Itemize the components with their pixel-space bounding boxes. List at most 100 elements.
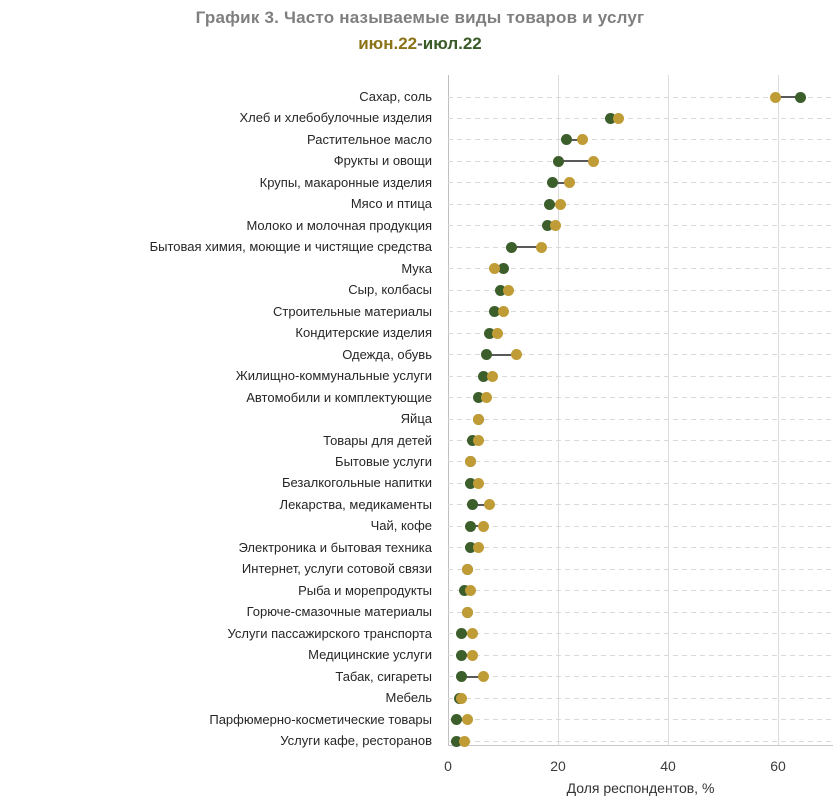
h-gridline bbox=[448, 117, 833, 119]
dot-july-22 bbox=[544, 198, 556, 210]
category-label: Жилищно-коммунальные услуги bbox=[235, 368, 432, 384]
v-gridline bbox=[558, 75, 559, 745]
dot-june-22 bbox=[577, 134, 589, 146]
h-gridline bbox=[448, 697, 833, 699]
dot-july-22 bbox=[450, 714, 462, 726]
category-label: Лекарства, медикаменты bbox=[279, 496, 432, 512]
dot-july-22 bbox=[464, 520, 476, 532]
h-gridline bbox=[448, 504, 833, 506]
dot-june-22 bbox=[497, 306, 509, 318]
dot-july-22 bbox=[497, 263, 509, 275]
dot-june-22 bbox=[467, 649, 479, 661]
h-gridline bbox=[448, 633, 833, 635]
dot-june-22 bbox=[472, 477, 484, 489]
h-gridline bbox=[448, 246, 833, 248]
dot-june-22 bbox=[492, 327, 503, 339]
category-label: Безалкогольные напитки bbox=[281, 475, 432, 491]
category-label: Фрукты и овощи bbox=[333, 153, 432, 169]
dot-june-22 bbox=[461, 606, 473, 618]
x-tick-label: 40 bbox=[660, 758, 676, 774]
category-label: Строительные материалы bbox=[273, 303, 432, 319]
h-gridline bbox=[448, 375, 833, 377]
dot-june-22 bbox=[613, 112, 624, 124]
legend-separator: - bbox=[417, 34, 423, 53]
category-label: Сыр, колбасы bbox=[348, 282, 432, 298]
dot-june-22 bbox=[588, 155, 600, 167]
dot-july-22 bbox=[483, 327, 495, 339]
h-gridline bbox=[448, 397, 833, 399]
dot-july-22 bbox=[464, 477, 476, 489]
dot-june-22 bbox=[481, 392, 492, 404]
category-label: Медицинские услуги bbox=[308, 647, 432, 663]
dot-july-22 bbox=[478, 370, 490, 382]
h-gridline bbox=[448, 654, 833, 656]
h-gridline bbox=[448, 611, 833, 613]
dot-june-22 bbox=[489, 263, 501, 275]
category-label: Услуги кафе, ресторанов bbox=[280, 733, 432, 749]
h-gridline bbox=[448, 440, 833, 442]
dot-june-22 bbox=[563, 177, 575, 189]
dot-june-22 bbox=[464, 585, 476, 597]
dot-june-22 bbox=[467, 628, 479, 640]
category-label: Кондитерские изделия bbox=[295, 325, 432, 341]
dot-june-22 bbox=[461, 714, 473, 726]
h-gridline bbox=[448, 289, 833, 291]
dot-june-22 bbox=[483, 499, 495, 511]
h-gridline bbox=[448, 203, 833, 205]
h-gridline bbox=[448, 719, 833, 721]
dot-july-22 bbox=[794, 91, 806, 103]
x-tick-label: 20 bbox=[550, 758, 566, 774]
x-axis-title: Доля респондентов, % bbox=[566, 780, 715, 796]
category-label: Растительное масло bbox=[306, 131, 432, 147]
dot-june-22 bbox=[503, 284, 514, 296]
category-label: Парфюмерно-косметические товары bbox=[209, 711, 432, 727]
category-label: Сахар, соль bbox=[359, 89, 432, 104]
category-label: Табак, сигареты bbox=[335, 668, 432, 684]
dot-june-22 bbox=[555, 198, 567, 210]
connector-line bbox=[486, 353, 517, 356]
h-gridline bbox=[448, 332, 833, 334]
category-label: Яйца bbox=[400, 411, 432, 427]
dot-june-22 bbox=[478, 520, 490, 532]
h-gridline bbox=[448, 418, 833, 420]
legend-june-22: июн.22 bbox=[358, 34, 418, 53]
connector-line bbox=[566, 138, 583, 141]
category-label: Бытовые услуги bbox=[335, 453, 432, 469]
h-gridline bbox=[448, 225, 833, 227]
x-axis-line bbox=[448, 745, 833, 746]
dot-june-22 bbox=[456, 692, 468, 704]
dot-june-22 bbox=[549, 220, 561, 232]
chart-title: График 3. Часто называемые виды товаров … bbox=[195, 8, 645, 27]
v-gridline bbox=[668, 75, 669, 745]
category-label: Автомобили и комплектующие bbox=[246, 389, 432, 405]
category-label: Интернет, услуги сотовой связи bbox=[241, 561, 432, 577]
connector-line bbox=[552, 181, 569, 184]
dot-june-22 bbox=[511, 349, 523, 361]
category-label: Молоко и молочная продукция bbox=[246, 217, 432, 233]
dot-june-22 bbox=[486, 370, 498, 382]
h-gridline bbox=[448, 96, 833, 98]
category-label: Мука bbox=[401, 260, 432, 276]
dot-june-22 bbox=[769, 91, 781, 103]
dot-july-22 bbox=[541, 220, 553, 232]
category-label: Хлеб и хлебобулочные изделия bbox=[239, 110, 432, 126]
h-gridline bbox=[448, 160, 833, 162]
category-label: Мебель bbox=[385, 690, 432, 706]
legend-july-22: июл.22 bbox=[422, 34, 482, 53]
dot-june-22 bbox=[472, 435, 484, 447]
dot-july-22 bbox=[552, 155, 564, 167]
dot-june-22 bbox=[472, 413, 484, 425]
x-tick-label: 0 bbox=[444, 758, 452, 774]
y-axis-line bbox=[448, 75, 449, 745]
category-label: Рыба и морепродукты bbox=[298, 582, 432, 598]
dot-july-22 bbox=[456, 671, 468, 683]
h-gridline bbox=[448, 354, 833, 356]
category-label: Крупы, макаронные изделия bbox=[259, 174, 432, 190]
dot-july-22 bbox=[450, 735, 462, 747]
dot-july-22 bbox=[481, 349, 492, 361]
h-gridline bbox=[448, 525, 833, 527]
connector-line bbox=[511, 246, 542, 249]
dot-july-22 bbox=[456, 628, 468, 640]
dot-july-22 bbox=[467, 499, 479, 511]
category-label: Одежда, обувь bbox=[342, 346, 432, 362]
